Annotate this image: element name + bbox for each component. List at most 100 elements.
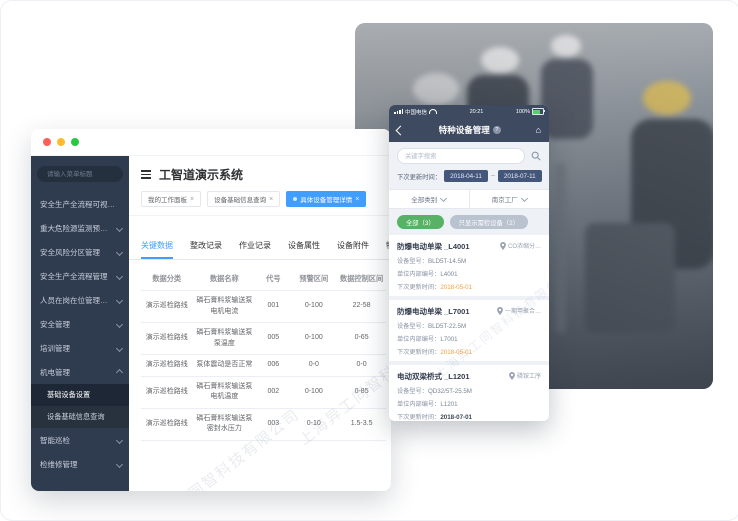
- phone-filter-chips: 全部（3） 只显示需检设备（2）: [389, 209, 549, 235]
- table-row[interactable]: 演示巡检路线 泵体震动是否正常 006 0-0 0-0: [141, 354, 387, 377]
- table-header-row: 数据分类 数据名称 代号 预警区间 数据控制区间: [141, 268, 387, 291]
- equipment-card[interactable]: 电动双梁桥式 _L1201 磷铵工序 设备型号：QD32/5T-25.5M 单位…: [389, 365, 549, 421]
- window-titlebar: [31, 129, 391, 156]
- divider: [129, 259, 391, 260]
- sidebar-item-hazard-warning[interactable]: 重大危险源监测预警系统: [31, 216, 129, 240]
- tab-work-records[interactable]: 作业记录: [239, 241, 271, 250]
- tab-chip-device-query[interactable]: 设备基础信息查询 ×: [207, 191, 281, 207]
- open-tab-chips: 我的工作面板 × 设备基础信息查询 × 具体设备管理详情 ×: [141, 191, 379, 207]
- machinery-shape: [585, 223, 675, 333]
- sidebar-item-personnel[interactable]: 人员在岗在位管理系统: [31, 288, 129, 312]
- location-label: 磷铵工序: [516, 374, 541, 380]
- factory-dropdown[interactable]: 南京工厂: [468, 190, 550, 208]
- field-label: 下次更新时间：: [397, 349, 441, 356]
- desktop-window: 安全生产全流程可视化大屏 重大危险源监测预警系统 安全风险分区管理 安全生产全流…: [31, 129, 391, 491]
- date-to-button[interactable]: 2018-07-11: [497, 170, 542, 182]
- white-helmet-shape: [551, 35, 581, 57]
- chevron-up-icon: [115, 368, 124, 376]
- white-helmet-shape: [481, 47, 519, 73]
- field-label: 设备型号：: [397, 323, 428, 330]
- col-header: 代号: [256, 268, 291, 291]
- model-value: BLD5T-14.5M: [427, 258, 467, 265]
- search-icon[interactable]: [531, 151, 541, 161]
- field-label: 设备型号：: [397, 388, 428, 395]
- sidebar-item-smart-inspection[interactable]: 智能巡检: [31, 428, 129, 452]
- tab-special-attachments[interactable]: 特种设备附件: [386, 240, 391, 259]
- table-row[interactable]: 演示巡检路线 磷石膏料浆输送泵密封水压力 003 0-10 1.5-3.5: [141, 408, 387, 441]
- close-icon[interactable]: ×: [269, 195, 274, 203]
- sidebar-item-device-info-query[interactable]: 设备基础信息查询: [47, 412, 105, 421]
- field-label: 下次更新时间：: [397, 414, 441, 421]
- page-title: 工智道演示系统: [159, 168, 244, 182]
- battery-icon: [531, 108, 545, 115]
- location-label: CO浓缩分…: [507, 244, 541, 250]
- internal-code-value: L7001: [440, 336, 458, 343]
- field-label: 下次更新时间：: [397, 284, 441, 291]
- home-icon[interactable]: ⌂: [535, 125, 541, 135]
- equipment-title: 电动双梁桥式 _L1201: [397, 372, 470, 381]
- divider: [129, 215, 391, 216]
- chevron-down-icon: [115, 224, 124, 232]
- tab-chip-device-detail[interactable]: 具体设备管理详情 ×: [286, 191, 367, 207]
- tab-device-attachments[interactable]: 设备附件: [337, 241, 369, 250]
- location-label: 一期甲聚合…: [504, 309, 541, 315]
- chevron-down-icon: [520, 194, 528, 202]
- sidebar-item-visual-screen[interactable]: 安全生产全流程可视化大屏: [40, 199, 122, 209]
- phone-screenshot: 中国电信 20:21 100% 特种设备管理 ? ⌂ 下次更新时间： 2018-…: [389, 105, 549, 421]
- chip-all[interactable]: 全部（3）: [397, 215, 444, 229]
- sidebar-search-input[interactable]: [45, 169, 119, 179]
- clock-label: 20:21: [469, 108, 484, 115]
- help-icon[interactable]: ?: [492, 126, 501, 134]
- category-dropdown[interactable]: 全部类别: [389, 190, 469, 208]
- equipment-card[interactable]: 防爆电动单梁 _L4001 CO浓缩分… 设备型号：BLD5T-14.5M 单位…: [389, 235, 549, 296]
- menu-toggle-icon[interactable]: [141, 170, 151, 179]
- main-content: 工智道演示系统 我的工作面板 × 设备基础信息查询 × 具体设备管理详情 × 关键数据…: [129, 156, 391, 491]
- date-from-button[interactable]: 2018-04-11: [444, 170, 488, 182]
- chevron-down-icon: [115, 248, 124, 256]
- table-row[interactable]: 演示巡检路线 磷石膏料浆输送泵电机电流 001 0-100 22-58: [141, 290, 387, 323]
- sidebar-item-risk-zone[interactable]: 安全风险分区管理: [31, 240, 129, 264]
- carrier-label: 中国电信: [405, 109, 428, 116]
- equipment-title: 防爆电动单梁 _L4001: [397, 242, 470, 251]
- tab-rectification[interactable]: 整改记录: [190, 241, 222, 250]
- sidebar-item-maintenance[interactable]: 检维修管理: [31, 452, 129, 476]
- field-label: 单位内部编号：: [397, 401, 441, 408]
- field-label: 单位内部编号：: [397, 271, 441, 278]
- sidebar-item-safety-process[interactable]: 安全生产全流程管理: [31, 264, 129, 288]
- sidebar-item-safety-mgmt[interactable]: 安全管理: [31, 312, 129, 336]
- field-label: 设备型号：: [397, 258, 428, 265]
- close-icon[interactable]: ×: [355, 195, 360, 203]
- table-row[interactable]: 演示巡检路线 磷石膏料浆输送泵泵温度 005 0-100 0-65: [141, 322, 387, 355]
- sidebar-search[interactable]: [37, 166, 123, 182]
- col-header: 数据控制区间: [337, 268, 387, 291]
- model-value: QD32/5T-25.5M: [427, 388, 472, 395]
- minimize-window-button[interactable]: [57, 138, 65, 146]
- sidebar-submenu: 基础设备设置 设备基础信息查询: [31, 384, 129, 428]
- sidebar-item-basic-device-setup[interactable]: 基础设备设置: [31, 384, 129, 406]
- close-icon[interactable]: ×: [190, 195, 195, 203]
- chip-due-only[interactable]: 只显示需检设备（2）: [449, 215, 528, 229]
- sidebar-item-electromechanical[interactable]: 机电管理: [31, 360, 129, 384]
- sidebar-item-training[interactable]: 培训管理: [31, 336, 129, 360]
- sidebar: 安全生产全流程可视化大屏 重大危险源监测预警系统 安全风险分区管理 安全生产全流…: [31, 156, 129, 491]
- location-pin-icon: [509, 371, 515, 380]
- dropdown-row: 全部类别 南京工厂: [389, 189, 549, 209]
- next-date-value: 2018-07-01: [440, 414, 472, 421]
- phone-search-row: [389, 142, 549, 168]
- key-data-table: 数据分类 数据名称 代号 预警区间 数据控制区间 演示巡检路线 磷石膏料浆输送泵电…: [141, 268, 387, 441]
- table-row[interactable]: 演示巡检路线 磷石膏料浆输送泵电机温度 002 0-100 0-85: [141, 376, 387, 409]
- zoom-window-button[interactable]: [71, 138, 79, 146]
- equipment-card[interactable]: 防爆电动单梁 _L7001 一期甲聚合… 设备型号：BLD5T-22.5M 单位…: [389, 300, 549, 361]
- chevron-down-icon: [115, 344, 124, 352]
- col-header: 数据分类: [141, 268, 193, 291]
- tab-device-attrs[interactable]: 设备属性: [288, 241, 320, 250]
- location-pin-icon: [497, 306, 503, 315]
- col-header: 预警区间: [290, 268, 338, 291]
- date-filter-row: 下次更新时间： 2018-04-11 ~ 2018-07-11: [389, 168, 549, 189]
- tab-key-data[interactable]: 关键数据: [141, 240, 173, 259]
- phone-search-input[interactable]: [397, 148, 525, 164]
- tab-chip-workboard[interactable]: 我的工作面板 ×: [141, 191, 202, 207]
- chevron-down-icon: [115, 460, 124, 468]
- close-window-button[interactable]: [43, 138, 51, 146]
